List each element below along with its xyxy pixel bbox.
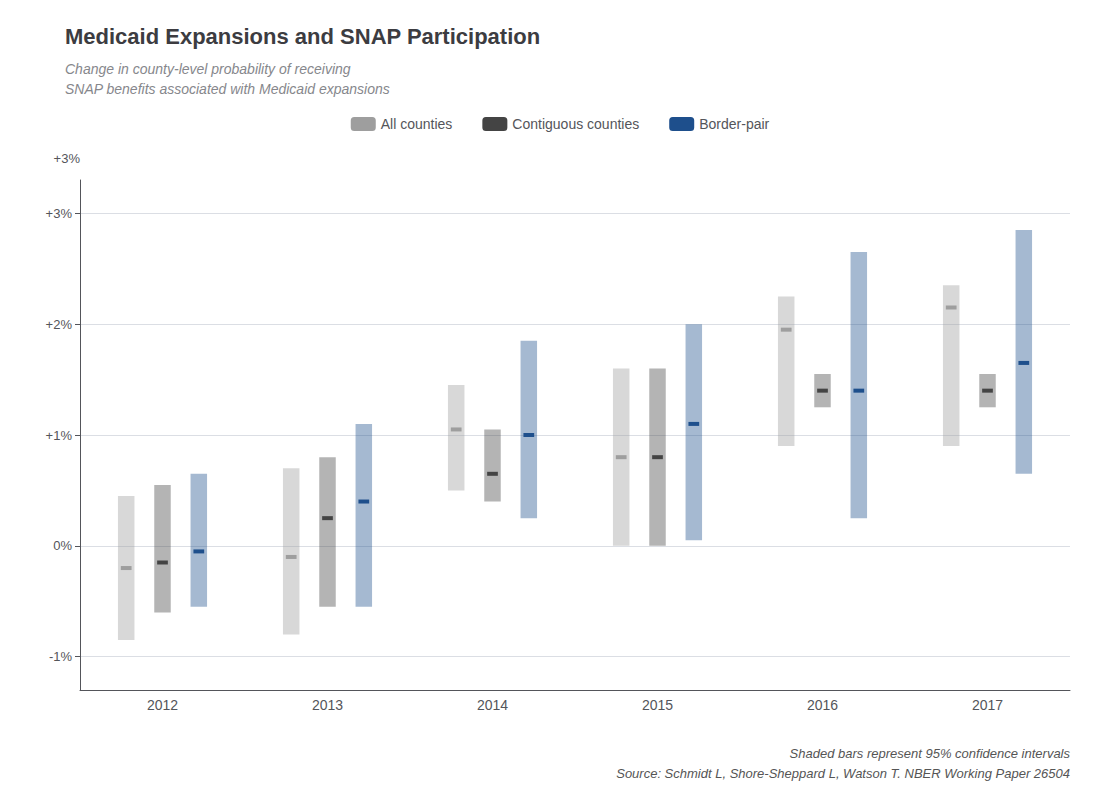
svg-text:2013: 2013 xyxy=(312,697,343,713)
svg-text:2012: 2012 xyxy=(147,697,178,713)
svg-text:+3%: +3% xyxy=(54,151,81,166)
svg-text:2014: 2014 xyxy=(477,697,508,713)
svg-text:2015: 2015 xyxy=(642,697,673,713)
svg-text:2016: 2016 xyxy=(807,697,838,713)
svg-text:+2%: +2% xyxy=(46,317,73,332)
svg-text:Change in county-level probabi: Change in county-level probability of re… xyxy=(65,61,351,77)
svg-text:0%: 0% xyxy=(53,538,72,553)
svg-text:SNAP benefits associated with: SNAP benefits associated with Medicaid e… xyxy=(65,81,390,97)
svg-text:+1%: +1% xyxy=(46,428,73,443)
svg-text:Border-pair: Border-pair xyxy=(699,116,769,132)
svg-text:-1%: -1% xyxy=(49,649,73,664)
svg-text:Shaded bars represent 95% conf: Shaded bars represent 95% confidence int… xyxy=(790,746,1071,761)
svg-text:Source: Schmidt L, Shore-Shepp: Source: Schmidt L, Shore-Sheppard L, Wat… xyxy=(616,766,1070,781)
svg-text:Contiguous counties: Contiguous counties xyxy=(512,116,639,132)
svg-text:Medicaid Expansions and SNAP P: Medicaid Expansions and SNAP Participati… xyxy=(65,24,540,49)
svg-text:+3%: +3% xyxy=(46,206,73,221)
svg-text:2017: 2017 xyxy=(972,697,1003,713)
svg-text:All counties: All counties xyxy=(381,116,453,132)
